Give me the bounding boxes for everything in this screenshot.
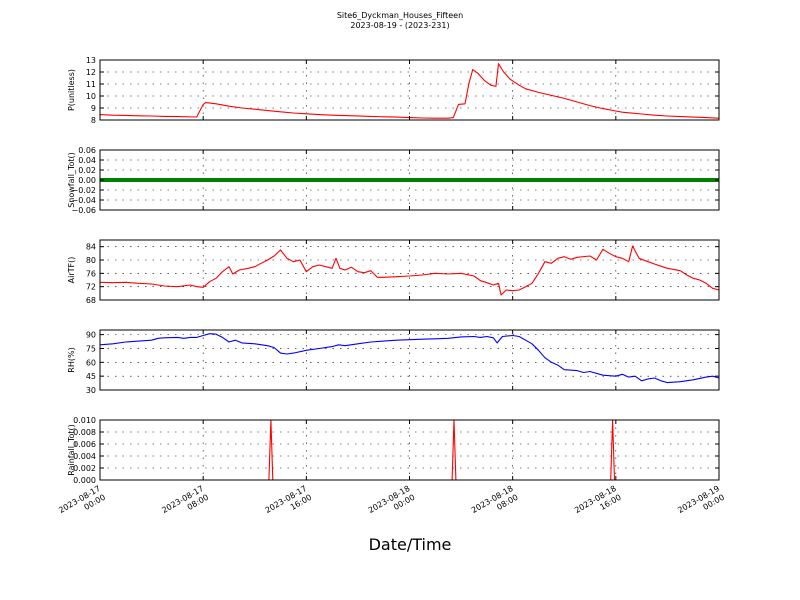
y-tick-label: 0.000 <box>73 476 96 485</box>
x-tick-label: 2023-08-1800:00 <box>367 484 417 524</box>
y-tick-label: 80 <box>86 256 96 265</box>
y-tick-label: 9 <box>91 104 96 113</box>
x-tick-label: 2023-08-1716:00 <box>264 484 314 524</box>
y-axis-label: Rainfall_Tot() <box>67 424 76 476</box>
x-axis-label: Date/Time <box>368 535 452 554</box>
y-tick-label: 84 <box>86 243 96 252</box>
y-tick-label: 45 <box>86 372 96 381</box>
series-line-3 <box>99 245 720 296</box>
y-tick-label: 76 <box>86 269 96 278</box>
y-tick-label: 30 <box>86 386 96 395</box>
y-tick-label: 0.008 <box>73 428 96 437</box>
y-axis-label: P(unitless) <box>67 69 76 111</box>
x-tick-label: 2023-08-1900:00 <box>676 484 726 524</box>
y-tick-label: −0.06 <box>71 206 96 215</box>
chart-title: Site6_Dyckman_Houses_Fifteen <box>336 11 464 20</box>
y-tick-label: 0.04 <box>78 156 96 165</box>
y-axis-label: Snowfall_Tot() <box>67 152 76 208</box>
y-tick-label: −0.02 <box>71 186 96 195</box>
y-tick-label: 68 <box>86 296 96 305</box>
y-tick-label: 72 <box>86 283 96 292</box>
series-line-4 <box>99 333 720 384</box>
y-tick-label: 13 <box>86 56 96 65</box>
y-tick-label: 0.006 <box>73 440 96 449</box>
x-tick-label: 2023-08-1700:00 <box>57 484 107 524</box>
series-line-1 <box>99 63 720 119</box>
y-tick-label: 0.06 <box>78 146 96 155</box>
x-tick-label: 2023-08-1808:00 <box>470 484 520 524</box>
y-tick-label: 0.002 <box>73 464 96 473</box>
y-tick-label: 75 <box>86 344 96 353</box>
x-tick-label: 2023-08-1816:00 <box>573 484 623 524</box>
y-tick-label: 11 <box>86 80 96 89</box>
y-tick-label: 90 <box>86 331 96 340</box>
y-tick-label: 0.00 <box>78 176 96 185</box>
y-tick-label: 12 <box>86 68 96 77</box>
y-tick-label: 10 <box>86 92 96 101</box>
y-axis-label: AirTF() <box>67 257 76 284</box>
y-tick-label: 0.02 <box>78 166 96 175</box>
chart-subtitle: 2023-08-19 - (2023-231) <box>350 21 450 30</box>
y-tick-label: 0.010 <box>73 416 96 425</box>
y-tick-label: 60 <box>86 358 96 367</box>
x-tick-label: 2023-08-1708:00 <box>160 484 210 524</box>
y-tick-label: −0.04 <box>71 196 96 205</box>
y-axis-label: RH(%) <box>67 347 76 372</box>
y-tick-label: 0.004 <box>73 452 96 461</box>
y-tick-label: 8 <box>91 116 96 125</box>
